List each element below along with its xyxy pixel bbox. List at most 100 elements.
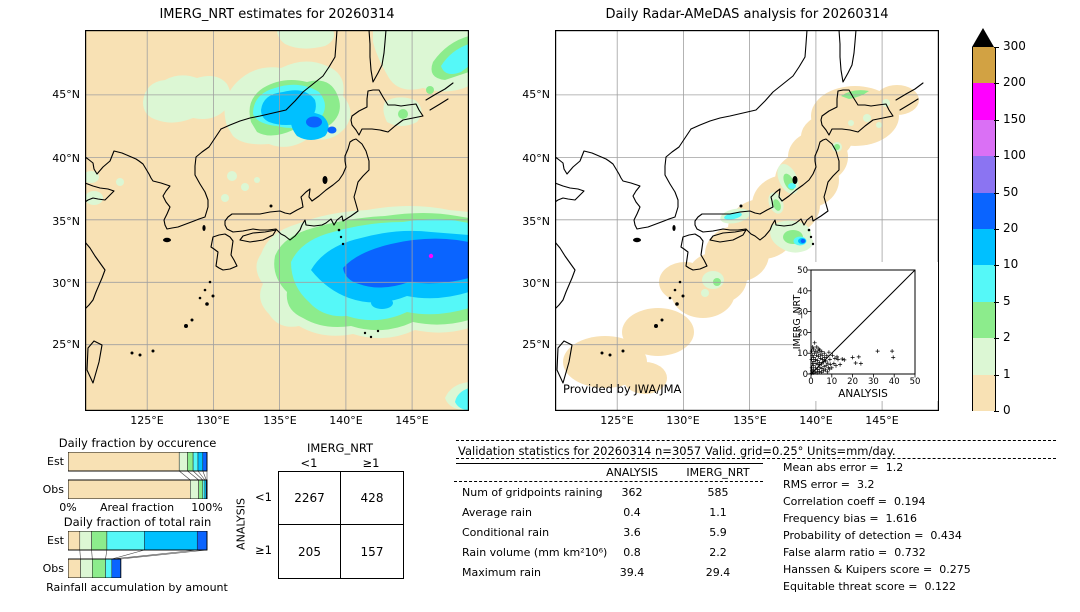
stats-sv1: 362 (621, 486, 643, 499)
stats-slabel: Conditional rain (462, 526, 550, 539)
contingency-col-label-lt1: <1 (300, 456, 318, 470)
occurrence-xlabel: Areal fraction (99, 501, 175, 514)
stats-slabel: Rain volume (mm km²10⁶) (462, 546, 608, 559)
stats-sv1: 39.4 (619, 566, 645, 579)
colorbar-block (972, 301, 996, 339)
score-list: Mean abs error = 1.2 RMS error = 3.2 Corre… (783, 461, 1080, 611)
lon-tick-left: 130°E (196, 414, 230, 427)
divider-dashed (456, 440, 1056, 441)
inset-ytick: 0 (803, 370, 808, 380)
colorbar-label: 200 (1003, 75, 1026, 90)
colorbar-block (972, 156, 996, 193)
colorbar-label: 10 (1003, 257, 1019, 272)
row-label-obs: Obs (42, 483, 64, 496)
one-to-one-line (810, 269, 916, 375)
lon-tick-right: 145°E (865, 414, 899, 427)
lat-tick-left: 45°N (52, 88, 80, 101)
lon-tick-right: 125°E (600, 414, 634, 427)
stats-col-analysis: ANALYSIS (606, 466, 658, 479)
inset-xtick: 20 (847, 377, 858, 387)
colorbar-tick (994, 156, 999, 158)
colorbar-block (972, 119, 996, 157)
colorbar-tick (994, 119, 999, 121)
colorbar-tick (994, 301, 999, 303)
colorbar-block (972, 374, 996, 411)
extreme-rain-dot (428, 253, 434, 259)
stats-sv1: 3.6 (623, 526, 641, 539)
inset-xtick: 0 (808, 377, 813, 387)
contingency-row-label-lt1: <1 (255, 490, 272, 504)
stats-sv1: 0.8 (623, 546, 641, 559)
scatter-inset: 0 10 20 30 40 50 0 10 20 30 40 50 ANALYS… (792, 262, 938, 401)
colorbar-tick (994, 47, 999, 48)
colorbar: 300 200 150 100 50 20 10 5 2 1 0 (972, 28, 1080, 428)
score-line: RMS error = 3.2 (783, 478, 875, 491)
radar-map-svg (554, 29, 940, 412)
contingency-col-header: IMERG_NRT (306, 441, 373, 455)
lat-tick-right: 40°N (522, 152, 550, 165)
x-max-label: 100% (191, 501, 223, 514)
stats-sv1: 0.4 (623, 506, 641, 519)
stats-row: Conditional rain 3.6 5.9 (458, 526, 768, 546)
score-line: Mean abs error = 1.2 (783, 461, 904, 474)
colorbar-tick (994, 192, 999, 194)
colorbar-tick (994, 411, 999, 412)
inset-ytick: 10 (797, 349, 808, 359)
stats-row: Average rain 0.4 1.1 (458, 506, 768, 526)
colorbar-block (972, 229, 996, 266)
colorbar-tick (994, 338, 999, 340)
colorbar-tick (994, 265, 999, 267)
score-line: Frequency bias = 1.616 (783, 512, 918, 525)
inset-xtick: 10 (826, 377, 837, 387)
stats-slabel: Average rain (462, 506, 532, 519)
inset-xtick: 40 (889, 377, 900, 387)
stats-col-imerg: IMERG_NRT (686, 466, 750, 479)
lat-tick-left: 40°N (52, 152, 80, 165)
contingency-cell: 428 (341, 472, 403, 525)
score-line: Probability of detection = 0.434 (783, 529, 962, 542)
colorbar-block (972, 265, 996, 302)
stats-sv2: 2.2 (709, 546, 727, 559)
contingency-row-label-ge1: ≥1 (255, 543, 272, 557)
colorbar-block (972, 192, 996, 229)
colorbar-label: 100 (1003, 148, 1026, 163)
stats-rows: Num of gridpoints raining 362 585 Average r… (458, 486, 768, 596)
colorbar-overflow-triangle (972, 28, 994, 47)
inset-ytick: 30 (797, 308, 808, 318)
lat-tick-right: 35°N (522, 215, 550, 228)
colorbar-tick (994, 83, 999, 85)
imerg-map (83, 29, 470, 412)
stats-slabel: Maximum rain (462, 566, 541, 579)
row-label-obs2: Obs (42, 562, 64, 575)
total-rain-chart-title: Daily fraction of total rain (63, 515, 212, 529)
lon-tick-right: 130°E (666, 414, 700, 427)
lon-tick-left: 140°E (329, 414, 363, 427)
stats-sv2: 1.1 (709, 506, 727, 519)
inset-xlabel: ANALYSIS (838, 388, 888, 400)
lon-tick-left: 135°E (263, 414, 297, 427)
colorbar-label: 1 (1003, 366, 1011, 381)
right-map-title: Daily Radar-AMeDAS analysis for 20260314 (605, 7, 889, 22)
lon-tick-left: 145°E (395, 414, 429, 427)
total-rain-bar-chart (68, 531, 208, 578)
scatter-inset-svg: 0 10 20 30 40 50 0 10 20 30 40 50 ANALYS… (792, 262, 938, 401)
x-min-label: 0% (59, 501, 77, 514)
contingency-table: 2267 428 205 157 (278, 471, 404, 579)
stats-slabel: Num of gridpoints raining (462, 486, 603, 499)
contingency-cell: 205 (279, 525, 341, 578)
contingency-cell: 157 (360, 544, 384, 559)
colorbar-label: 2 (1003, 330, 1011, 345)
colorbar-label: 0 (1003, 403, 1011, 417)
inset-ylabel: IMERG_NRT (793, 295, 803, 350)
lat-tick-right: 25°N (522, 338, 550, 351)
inset-ytick: 50 (797, 266, 808, 276)
colorbar-label: 50 (1003, 184, 1019, 199)
stats-row: Maximum rain 39.4 29.4 (458, 566, 768, 586)
lon-tick-right: 135°E (733, 414, 767, 427)
imerg-map-svg (83, 29, 470, 412)
stats-row: Num of gridpoints raining 362 585 (458, 486, 768, 506)
lat-tick-left: 30°N (52, 277, 80, 290)
divider-dashed (454, 481, 763, 482)
colorbar-label: 150 (1003, 111, 1026, 126)
